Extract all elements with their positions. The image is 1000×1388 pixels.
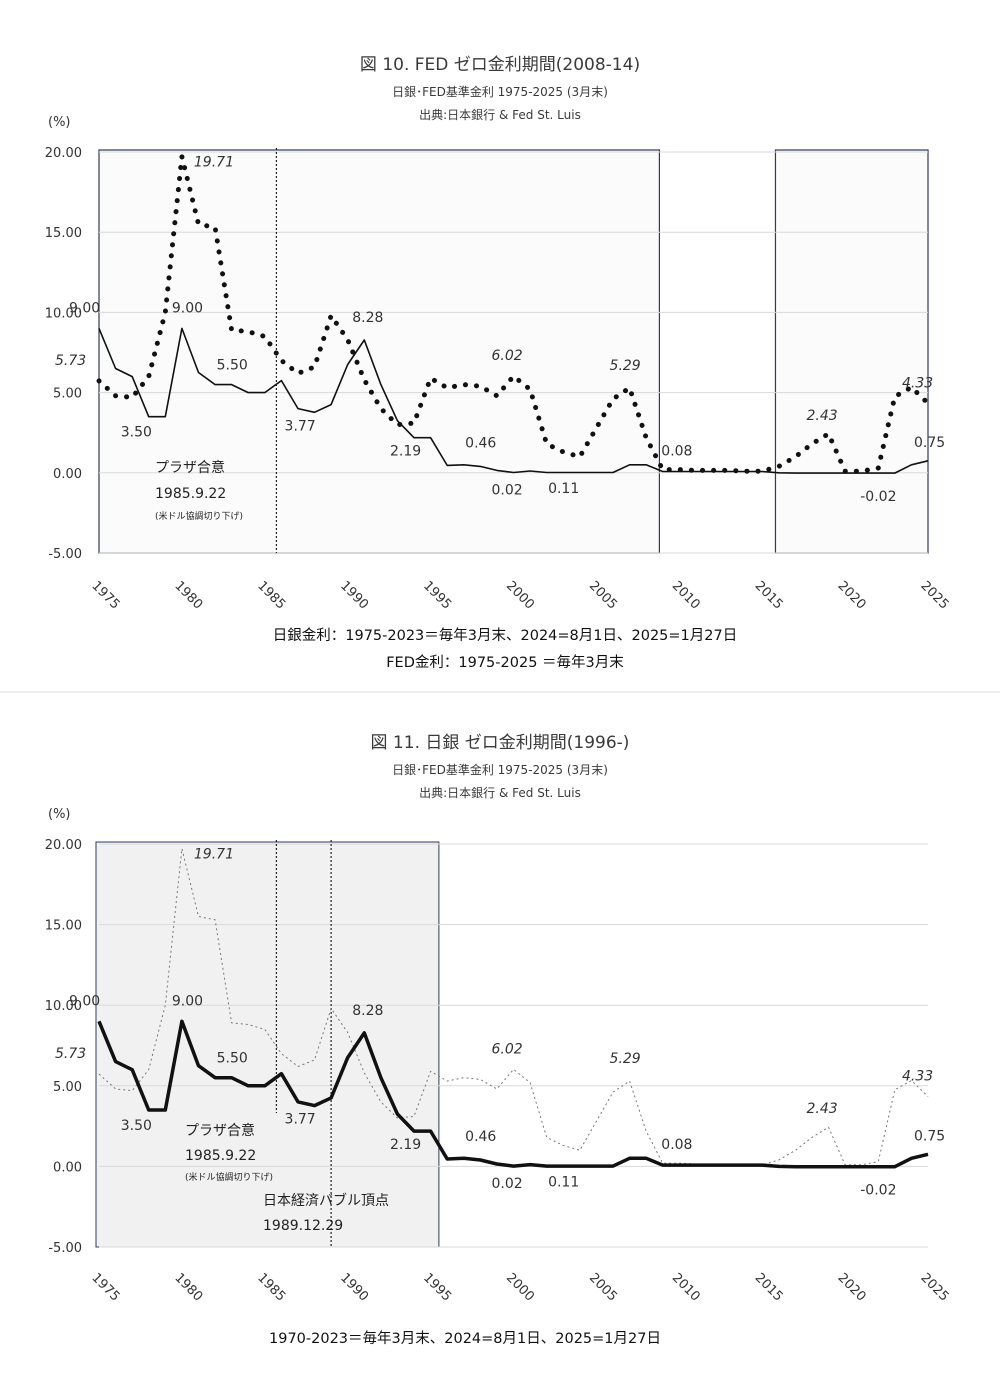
y-tick-label: 10.00 bbox=[45, 999, 82, 1014]
data-label: 9.00 bbox=[69, 300, 100, 316]
data-label: -0.02 bbox=[860, 489, 896, 505]
event-annotation: 1989.12.29 bbox=[263, 1218, 343, 1234]
data-label: 8.28 bbox=[352, 310, 383, 326]
data-label: 3.50 bbox=[121, 1118, 152, 1134]
data-label: 19.71 bbox=[194, 847, 234, 863]
chart-source: 出典:日本銀行 & Fed St. Luis bbox=[419, 108, 581, 122]
chart-subtitle: 日銀･FED基準金利 1975-2025 (3月末) bbox=[392, 84, 608, 99]
data-label: 5.73 bbox=[55, 1046, 86, 1062]
chart-footnote: 日銀金利：1975-2023＝毎年3月末、2024=8月1日、2025=1月27… bbox=[273, 627, 738, 644]
data-label: 6.02 bbox=[492, 1041, 523, 1057]
data-label: 0.75 bbox=[914, 435, 945, 451]
y-tick-label: 20.00 bbox=[45, 838, 82, 853]
series-boj-line bbox=[97, 1019, 929, 1169]
chart-title: 図 10. FED ゼロ金利期間(2008-14) bbox=[360, 55, 640, 75]
event-annotation: (米ドル協調切り下げ) bbox=[185, 1171, 273, 1183]
chart-source: 出典:日本銀行 & Fed St. Luis bbox=[419, 786, 581, 800]
data-label: 2.43 bbox=[807, 1101, 838, 1117]
data-label: 5.50 bbox=[217, 1051, 248, 1067]
data-label: 9.00 bbox=[172, 993, 203, 1009]
chart-footnote: FED金利：1975-2025 ＝毎年3月末 bbox=[386, 654, 624, 671]
data-label: 5.29 bbox=[610, 1051, 641, 1067]
chart-footnote: 1970-2023＝毎年3月末、2024=8月1日、2025=1月27日 bbox=[269, 1330, 661, 1347]
y-tick-label: 20.00 bbox=[45, 146, 82, 161]
data-label: 4.33 bbox=[902, 1069, 933, 1085]
data-label: 0.46 bbox=[465, 435, 496, 451]
data-label: 0.11 bbox=[548, 481, 579, 497]
chart-title: 図 11. 日銀 ゼロ金利期間(1996-) bbox=[371, 733, 630, 753]
y-tick-label: 10.00 bbox=[45, 306, 82, 321]
data-label: 3.77 bbox=[285, 418, 316, 434]
data-label: 5.29 bbox=[610, 358, 641, 374]
y-tick-label: -5.00 bbox=[48, 1241, 82, 1256]
y-axis-unit: (%) bbox=[48, 807, 71, 822]
y-tick-label: 5.00 bbox=[53, 1080, 82, 1095]
highlight-period-box bbox=[95, 841, 440, 1248]
data-label: 0.11 bbox=[548, 1175, 579, 1191]
highlight-period-box bbox=[98, 149, 661, 554]
highlight-period-box bbox=[774, 149, 929, 554]
series-fed-line bbox=[98, 848, 929, 1166]
event-annotation: プラザ合意 bbox=[155, 459, 225, 476]
data-label: 8.28 bbox=[352, 1003, 383, 1019]
event-annotation: 1985.9.22 bbox=[185, 1148, 256, 1164]
series-boj-line bbox=[98, 327, 929, 474]
data-label: 2.43 bbox=[807, 408, 838, 424]
y-tick-label: 15.00 bbox=[45, 919, 82, 934]
data-label: 3.77 bbox=[285, 1112, 316, 1128]
data-label: 6.02 bbox=[492, 348, 523, 364]
data-label: 0.08 bbox=[661, 444, 692, 460]
chart-1: 図 10. FED ゼロ金利期間(2008-14) 日銀･FED基準金利 1975… bbox=[45, 55, 952, 671]
data-label: 0.02 bbox=[492, 482, 523, 498]
data-label: 19.71 bbox=[194, 155, 234, 171]
data-label: -0.02 bbox=[860, 1183, 896, 1199]
data-label: 0.46 bbox=[465, 1129, 496, 1145]
data-label: 4.33 bbox=[902, 375, 933, 391]
data-label: 9.00 bbox=[172, 300, 203, 316]
data-label: 0.02 bbox=[492, 1176, 523, 1192]
y-tick-label: -5.00 bbox=[48, 547, 82, 562]
event-annotation: 1985.9.22 bbox=[155, 486, 226, 502]
data-label: 9.00 bbox=[69, 993, 100, 1009]
y-tick-label: 15.00 bbox=[45, 226, 82, 241]
event-annotation: (米ドル協調切り下げ) bbox=[155, 510, 243, 522]
data-label: 3.50 bbox=[121, 425, 152, 441]
event-annotation: プラザ合意 bbox=[185, 1122, 255, 1139]
series-fed-line bbox=[96, 154, 931, 474]
y-tick-label: 5.00 bbox=[53, 387, 82, 402]
data-label: 5.73 bbox=[55, 353, 86, 369]
data-label: 5.50 bbox=[217, 358, 248, 374]
chart-subtitle: 日銀･FED基準金利 1975-2025 (3月末) bbox=[392, 762, 608, 777]
data-label: 2.19 bbox=[390, 444, 421, 460]
event-annotation: 日本経済バブル頂点 bbox=[263, 1192, 389, 1209]
data-label: 2.19 bbox=[390, 1137, 421, 1153]
y-axis-unit: (%) bbox=[48, 115, 71, 130]
y-tick-label: 0.00 bbox=[53, 1160, 82, 1175]
data-label: 0.75 bbox=[914, 1128, 945, 1144]
y-tick-label: 0.00 bbox=[53, 467, 82, 482]
data-label: 0.08 bbox=[661, 1137, 692, 1153]
